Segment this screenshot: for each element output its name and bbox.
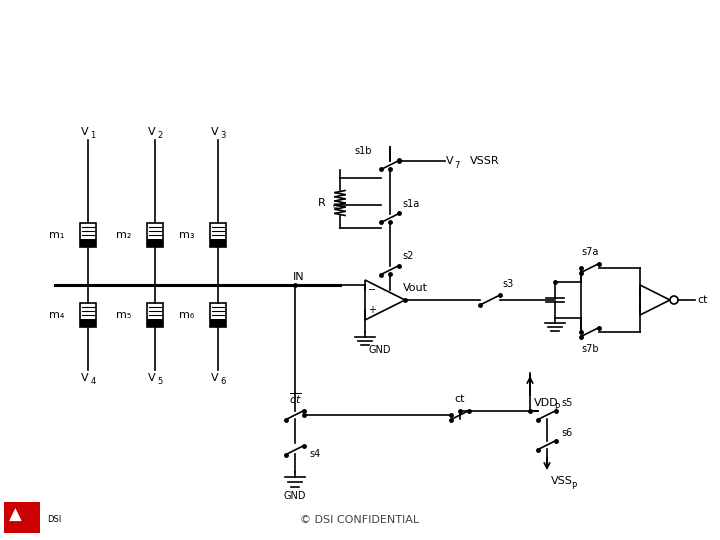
Text: VSS: VSS [551, 476, 573, 486]
Text: s2: s2 [402, 251, 413, 261]
Text: V: V [148, 127, 156, 137]
Polygon shape [640, 285, 670, 315]
Text: m₃: m₃ [179, 230, 194, 240]
Bar [210, 223, 226, 247]
Text: s5: s5 [561, 398, 572, 408]
Text: ct: ct [697, 295, 708, 305]
Text: 1: 1 [91, 132, 96, 140]
Text: s1b: s1b [354, 146, 372, 156]
Bar [80, 239, 96, 247]
Bar [210, 239, 226, 247]
Text: R: R [318, 198, 326, 208]
Text: 5: 5 [158, 377, 163, 387]
Text: m₂: m₂ [116, 230, 131, 240]
Text: +: + [368, 305, 376, 315]
Text: −: − [368, 285, 376, 295]
Bar [80, 319, 96, 327]
Text: P: P [554, 403, 559, 413]
Text: DSI: DSI [47, 515, 61, 524]
Text: V: V [81, 127, 89, 137]
Text: s7b: s7b [581, 344, 599, 354]
Text: V: V [211, 373, 219, 383]
Bar [147, 319, 163, 327]
Text: m₄: m₄ [49, 310, 64, 320]
Text: 7: 7 [454, 160, 459, 170]
Text: VSSR: VSSR [470, 156, 500, 166]
Text: O: O [333, 203, 338, 209]
Bar [80, 223, 96, 247]
Text: 2: 2 [158, 132, 163, 140]
Text: V: V [211, 127, 219, 137]
Bar [80, 303, 96, 327]
Text: GND: GND [369, 345, 391, 355]
Bar [210, 303, 226, 327]
FancyBboxPatch shape [4, 502, 40, 534]
Text: 3: 3 [220, 132, 225, 140]
Text: s3: s3 [502, 279, 513, 289]
Text: P: P [571, 482, 576, 490]
Bar [147, 239, 163, 247]
Text: m₁: m₁ [49, 230, 64, 240]
Text: V: V [148, 373, 156, 383]
Text: s1a: s1a [402, 199, 419, 209]
Text: GND: GND [284, 491, 306, 501]
Text: $\overline{ct}$: $\overline{ct}$ [289, 392, 302, 406]
Text: V: V [81, 373, 89, 383]
Text: ▲: ▲ [9, 507, 22, 524]
Bar [147, 303, 163, 327]
Text: Vout: Vout [403, 283, 428, 293]
Text: s6: s6 [561, 428, 572, 438]
Text: © DSI CONFIDENTIAL: © DSI CONFIDENTIAL [300, 515, 420, 525]
Text: ct: ct [455, 394, 465, 404]
Text: VDD: VDD [534, 398, 559, 408]
Text: m₅: m₅ [116, 310, 131, 320]
Text: 6: 6 [220, 377, 225, 387]
Text: m₆: m₆ [179, 310, 194, 320]
Text: IN: IN [293, 272, 305, 282]
Text: Memristor Analog Memory/Computing Circuit: Memristor Analog Memory/Computing Circui… [11, 22, 650, 46]
Text: s7a: s7a [581, 247, 599, 257]
Circle shape [670, 296, 678, 304]
Text: V: V [446, 156, 454, 166]
Bar [147, 223, 163, 247]
Bar [210, 319, 226, 327]
Text: 4: 4 [91, 377, 96, 387]
Text: s4: s4 [309, 449, 320, 459]
Polygon shape [365, 280, 405, 320]
